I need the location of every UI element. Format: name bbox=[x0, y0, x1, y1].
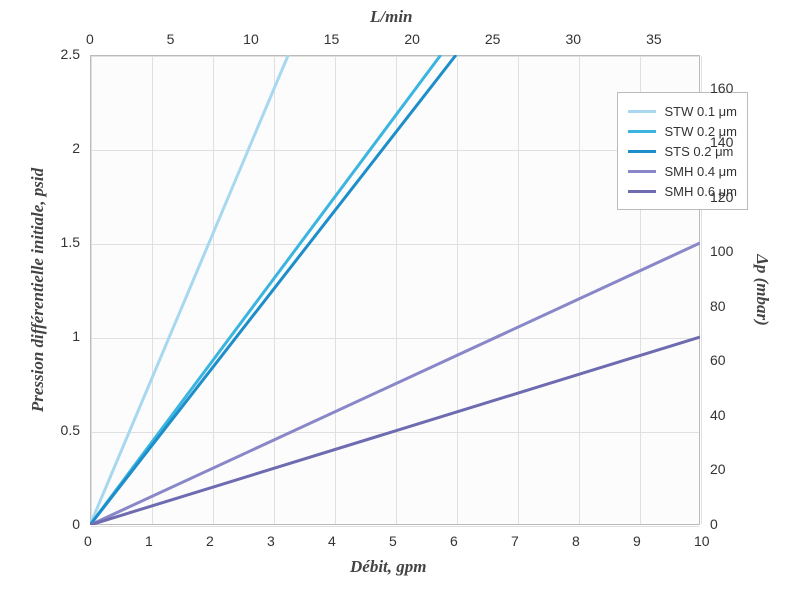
xtick-bottom: 9 bbox=[633, 533, 641, 549]
legend-label: SMH 0.4 μm bbox=[664, 164, 737, 179]
xtick-top: 5 bbox=[167, 31, 175, 47]
xtick-top: 30 bbox=[565, 31, 581, 47]
ytick-left: 1 bbox=[72, 328, 80, 344]
xtick-top: 10 bbox=[243, 31, 259, 47]
ytick-right: 140 bbox=[710, 134, 733, 150]
xtick-bottom: 10 bbox=[694, 533, 710, 549]
xlabel-bottom: Débit, gpm bbox=[350, 557, 427, 577]
series-line bbox=[90, 55, 456, 525]
legend-item: SMH 0.4 μm bbox=[628, 161, 737, 181]
series-line bbox=[90, 337, 700, 525]
series-line bbox=[90, 55, 288, 525]
ytick-right: 0 bbox=[710, 516, 718, 532]
series-line bbox=[90, 243, 700, 525]
ytick-right: 40 bbox=[710, 407, 726, 423]
ytick-right: 80 bbox=[710, 298, 726, 314]
ylabel-right: Δp (mbar) bbox=[752, 254, 772, 326]
xtick-bottom: 7 bbox=[511, 533, 519, 549]
pressure-flow-chart: STW 0.1 μmSTW 0.2 μmSTS 0.2 μmSMH 0.4 μm… bbox=[0, 0, 800, 607]
xtick-bottom: 5 bbox=[389, 533, 397, 549]
ytick-left: 2.5 bbox=[61, 46, 80, 62]
xtick-top: 20 bbox=[404, 31, 420, 47]
legend-swatch bbox=[628, 150, 656, 153]
legend-swatch bbox=[628, 170, 656, 173]
xtick-bottom: 1 bbox=[145, 533, 153, 549]
ytick-right: 160 bbox=[710, 80, 733, 96]
xtick-bottom: 2 bbox=[206, 533, 214, 549]
xtick-bottom: 8 bbox=[572, 533, 580, 549]
ytick-right: 100 bbox=[710, 243, 733, 259]
ytick-right: 60 bbox=[710, 352, 726, 368]
legend-label: STW 0.1 μm bbox=[664, 104, 737, 119]
ytick-left: 1.5 bbox=[61, 234, 80, 250]
ytick-right: 120 bbox=[710, 189, 733, 205]
xtick-top: 0 bbox=[86, 31, 94, 47]
legend-item: STW 0.1 μm bbox=[628, 101, 737, 121]
legend-swatch bbox=[628, 130, 656, 133]
xtick-top: 15 bbox=[324, 31, 340, 47]
legend-swatch bbox=[628, 110, 656, 113]
xtick-top: 35 bbox=[646, 31, 662, 47]
xtick-bottom: 3 bbox=[267, 533, 275, 549]
ytick-left: 0.5 bbox=[61, 422, 80, 438]
ylabel-left: Pression différentielle initiale, psid bbox=[28, 168, 48, 412]
series-line bbox=[90, 55, 441, 525]
legend-swatch bbox=[628, 190, 656, 193]
xtick-top: 25 bbox=[485, 31, 501, 47]
ytick-right: 20 bbox=[710, 461, 726, 477]
xlabel-top: L/min bbox=[370, 7, 413, 27]
ytick-left: 2 bbox=[72, 140, 80, 156]
xtick-bottom: 6 bbox=[450, 533, 458, 549]
xtick-bottom: 0 bbox=[84, 533, 92, 549]
xtick-bottom: 4 bbox=[328, 533, 336, 549]
ytick-left: 0 bbox=[72, 516, 80, 532]
